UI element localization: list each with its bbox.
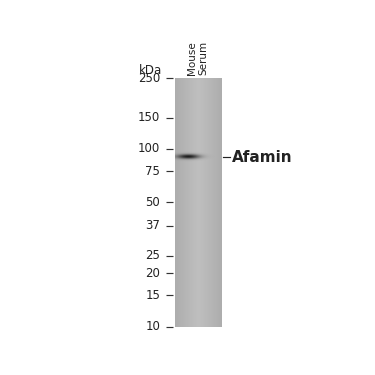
Text: 10: 10	[146, 320, 160, 333]
Text: 25: 25	[146, 249, 160, 262]
Text: Mouse
Serum: Mouse Serum	[187, 41, 209, 75]
Text: 150: 150	[138, 111, 160, 124]
Text: 100: 100	[138, 142, 160, 155]
Text: 75: 75	[146, 165, 160, 178]
Text: kDa: kDa	[138, 64, 162, 78]
Text: Afamin: Afamin	[231, 150, 292, 165]
Text: 50: 50	[146, 196, 160, 209]
Text: 250: 250	[138, 72, 160, 85]
Text: 20: 20	[146, 267, 160, 279]
Text: 37: 37	[146, 219, 160, 232]
Text: 15: 15	[146, 289, 160, 302]
